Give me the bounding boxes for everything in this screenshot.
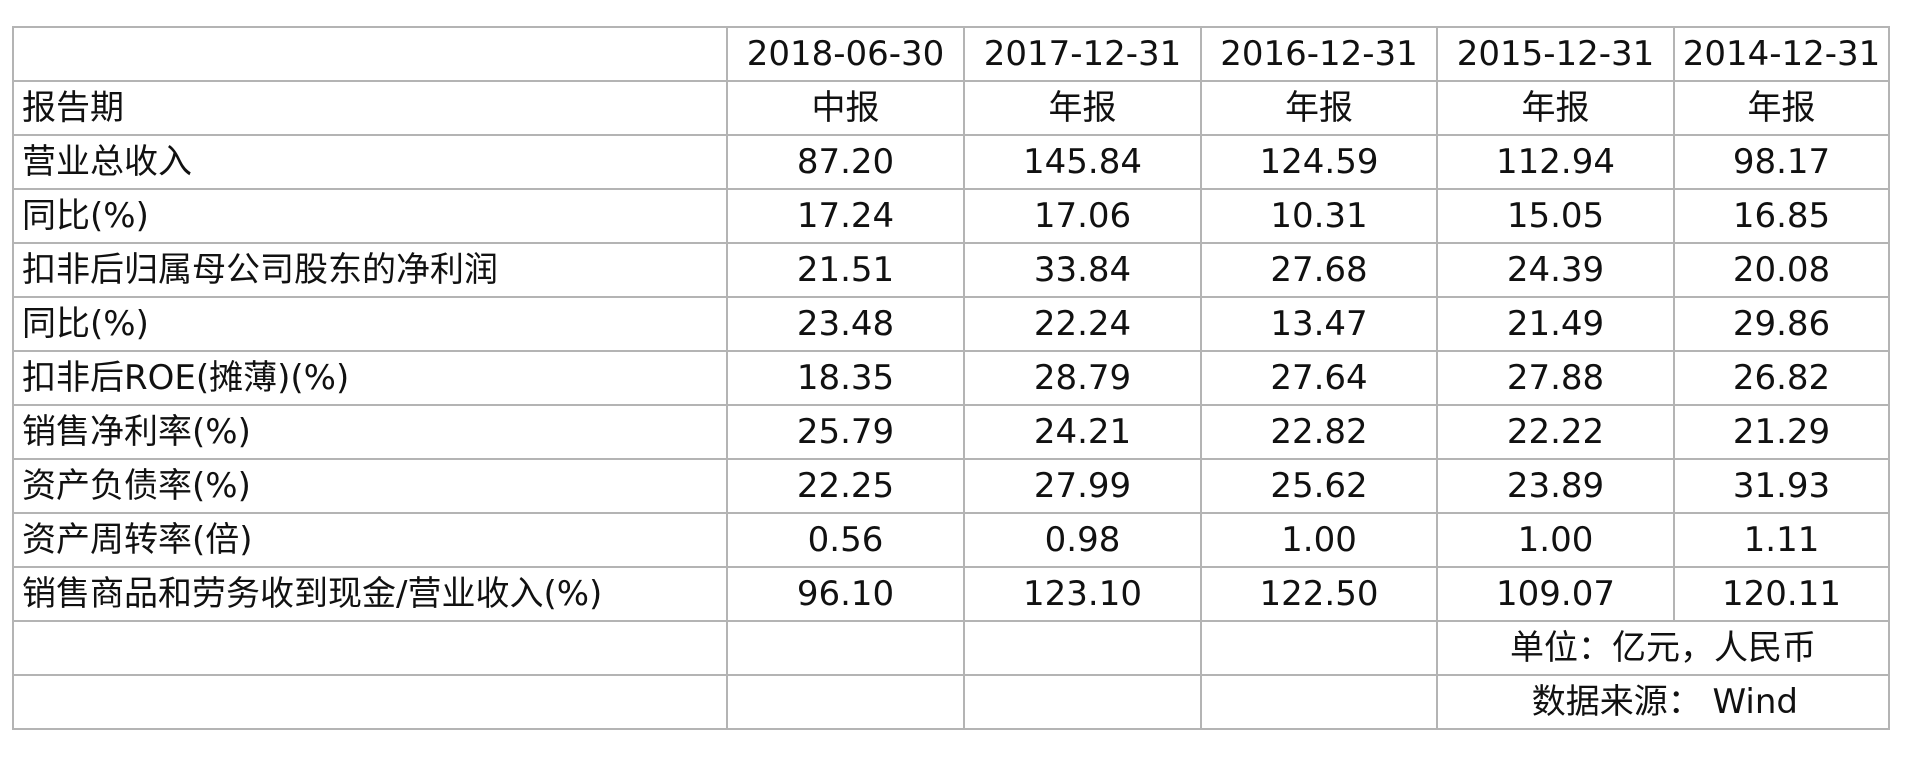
table-cell: 15.05: [1436, 188, 1675, 244]
table-cell: 112.94: [1436, 134, 1675, 190]
table-cell: 年报: [963, 80, 1202, 136]
row-label: 同比(%): [12, 296, 728, 352]
unit-note: 单位：亿元，人民币: [1436, 620, 1890, 676]
table-row: 销售商品和劳务收到现金/营业收入(%) 96.10 123.10 122.50 …: [12, 566, 1890, 622]
table-cell: 27.64: [1200, 350, 1438, 406]
table-cell: 27.99: [963, 458, 1202, 514]
table-cell: 年报: [1436, 80, 1675, 136]
table-cell: 109.07: [1436, 566, 1675, 622]
source-note: 数据来源： Wind: [1436, 674, 1890, 730]
table-cell: 22.82: [1200, 404, 1438, 460]
table-cell: 24.39: [1436, 242, 1675, 298]
table-row: 报告期 中报 年报 年报 年报 年报: [12, 80, 1890, 136]
table-row: 营业总收入 87.20 145.84 124.59 112.94 98.17: [12, 134, 1890, 190]
table-cell: 28.79: [963, 350, 1202, 406]
empty-cell: [1200, 620, 1438, 676]
table-row: 同比(%) 23.48 22.24 13.47 21.49 29.86: [12, 296, 1890, 352]
table-row: 同比(%) 17.24 17.06 10.31 15.05 16.85: [12, 188, 1890, 244]
table-cell: 20.08: [1673, 242, 1890, 298]
row-label: 资产负债率(%): [12, 458, 728, 514]
header-date-cell: 2016-12-31: [1200, 26, 1438, 82]
table-cell: 96.10: [726, 566, 965, 622]
table-cell: 123.10: [963, 566, 1202, 622]
unit-note-row: 单位：亿元，人民币: [12, 620, 1890, 676]
table-body: 2018-06-30 2017-12-31 2016-12-31 2015-12…: [12, 26, 1890, 730]
table-cell: 120.11: [1673, 566, 1890, 622]
table-cell: 10.31: [1200, 188, 1438, 244]
row-label: 扣非后ROE(摊薄)(%): [12, 350, 728, 406]
row-label: 资产周转率(倍): [12, 512, 728, 568]
table-cell: 145.84: [963, 134, 1202, 190]
table-cell: 25.62: [1200, 458, 1438, 514]
table-cell: 1.00: [1200, 512, 1438, 568]
table-cell: 17.24: [726, 188, 965, 244]
table-cell: 0.98: [963, 512, 1202, 568]
table-cell: 17.06: [963, 188, 1202, 244]
table-cell: 22.25: [726, 458, 965, 514]
row-label: 销售净利率(%): [12, 404, 728, 460]
financial-summary-table: 2018-06-30 2017-12-31 2016-12-31 2015-12…: [12, 26, 1890, 730]
table-cell: 98.17: [1673, 134, 1890, 190]
table-cell: 25.79: [726, 404, 965, 460]
table-row: 资产负债率(%) 22.25 27.99 25.62 23.89 31.93: [12, 458, 1890, 514]
table-cell: 27.88: [1436, 350, 1675, 406]
row-label: 报告期: [12, 80, 728, 136]
empty-cell: [12, 674, 728, 730]
table-cell: 22.24: [963, 296, 1202, 352]
table-row: 资产周转率(倍) 0.56 0.98 1.00 1.00 1.11: [12, 512, 1890, 568]
header-corner-cell: [12, 26, 728, 82]
header-date-cell: 2015-12-31: [1436, 26, 1675, 82]
table-cell: 22.22: [1436, 404, 1675, 460]
table-cell: 23.89: [1436, 458, 1675, 514]
header-date-cell: 2017-12-31: [963, 26, 1202, 82]
table-cell: 18.35: [726, 350, 965, 406]
table-cell: 124.59: [1200, 134, 1438, 190]
table-cell: 中报: [726, 80, 965, 136]
table-cell: 26.82: [1673, 350, 1890, 406]
empty-cell: [963, 674, 1202, 730]
table-cell: 0.56: [726, 512, 965, 568]
table-cell: 23.48: [726, 296, 965, 352]
table-cell: 87.20: [726, 134, 965, 190]
table-cell: 27.68: [1200, 242, 1438, 298]
empty-cell: [726, 674, 965, 730]
table-row: 销售净利率(%) 25.79 24.21 22.82 22.22 21.29: [12, 404, 1890, 460]
table-cell: 16.85: [1673, 188, 1890, 244]
source-note-row: 数据来源： Wind: [12, 674, 1890, 730]
empty-cell: [963, 620, 1202, 676]
header-row: 2018-06-30 2017-12-31 2016-12-31 2015-12…: [12, 26, 1890, 82]
table-cell: 21.49: [1436, 296, 1675, 352]
header-date-cell: 2018-06-30: [726, 26, 965, 82]
table-cell: 24.21: [963, 404, 1202, 460]
header-date-cell: 2014-12-31: [1673, 26, 1890, 82]
table-cell: 1.00: [1436, 512, 1675, 568]
table-cell: 年报: [1200, 80, 1438, 136]
row-label: 同比(%): [12, 188, 728, 244]
table-cell: 33.84: [963, 242, 1202, 298]
table-cell: 29.86: [1673, 296, 1890, 352]
table-cell: 31.93: [1673, 458, 1890, 514]
table-row: 扣非后ROE(摊薄)(%) 18.35 28.79 27.64 27.88 26…: [12, 350, 1890, 406]
row-label: 销售商品和劳务收到现金/营业收入(%): [12, 566, 728, 622]
table-cell: 21.29: [1673, 404, 1890, 460]
row-label: 扣非后归属母公司股东的净利润: [12, 242, 728, 298]
table-cell: 1.11: [1673, 512, 1890, 568]
table-cell: 年报: [1673, 80, 1890, 136]
empty-cell: [1200, 674, 1438, 730]
financial-table-container: 2018-06-30 2017-12-31 2016-12-31 2015-12…: [12, 26, 1890, 730]
empty-cell: [726, 620, 965, 676]
table-row: 扣非后归属母公司股东的净利润 21.51 33.84 27.68 24.39 2…: [12, 242, 1890, 298]
table-cell: 21.51: [726, 242, 965, 298]
row-label: 营业总收入: [12, 134, 728, 190]
table-cell: 122.50: [1200, 566, 1438, 622]
empty-cell: [12, 620, 728, 676]
table-cell: 13.47: [1200, 296, 1438, 352]
